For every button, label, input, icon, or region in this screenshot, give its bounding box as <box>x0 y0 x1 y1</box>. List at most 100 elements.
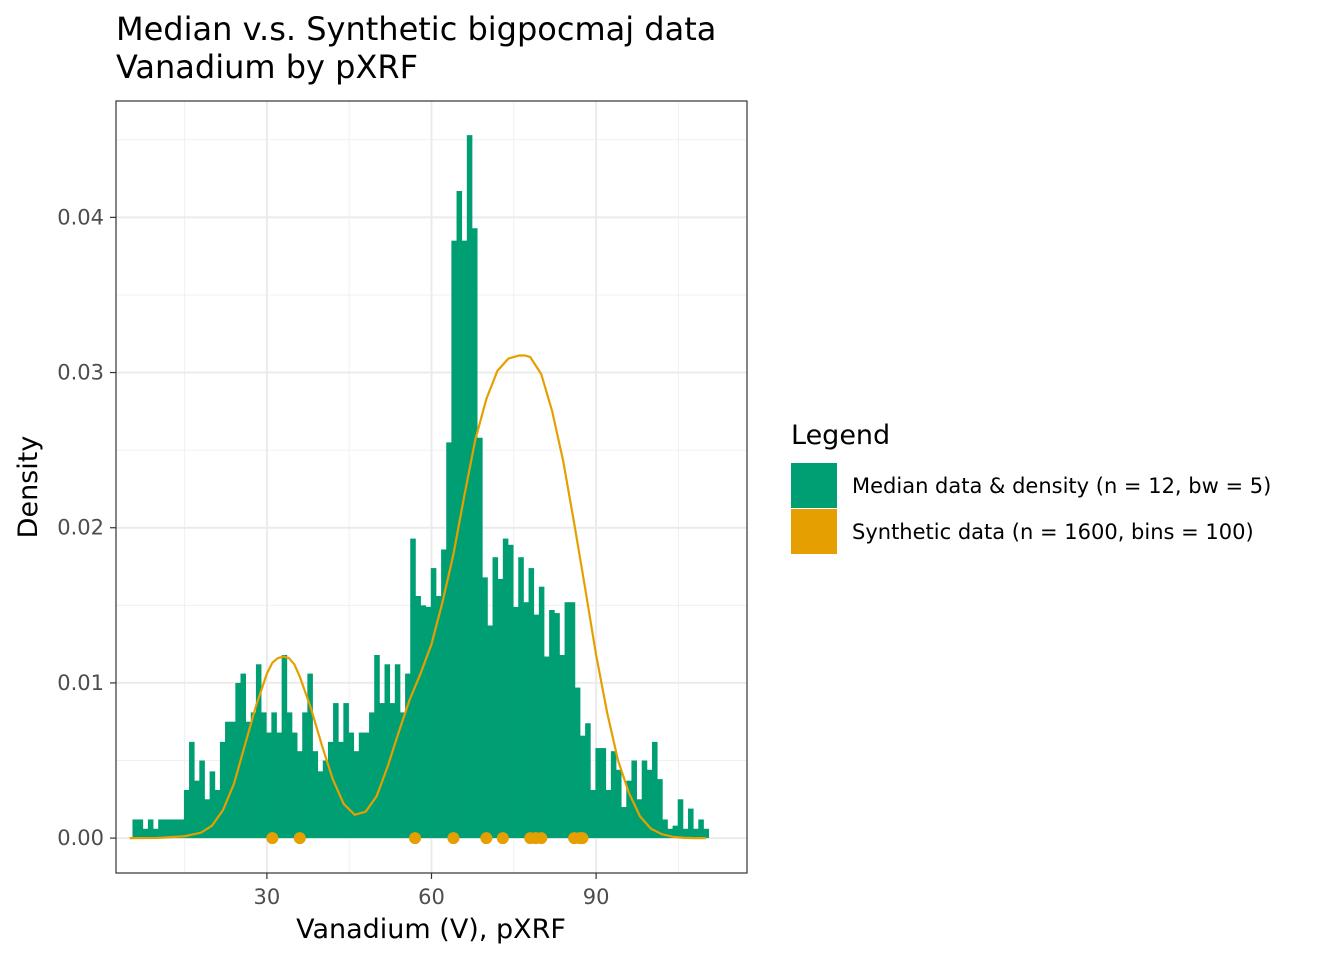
histogram-bar <box>538 586 545 839</box>
histogram-bar <box>338 741 344 839</box>
histogram-bar <box>677 799 684 839</box>
median-point <box>535 832 548 845</box>
histogram-bar <box>189 741 195 839</box>
histogram-bar <box>615 769 622 839</box>
histogram-bar <box>554 613 560 839</box>
histogram-bar <box>369 712 375 839</box>
histogram-bar <box>549 609 555 839</box>
histogram-bars <box>132 135 709 839</box>
x-tick-label: 30 <box>254 885 281 909</box>
legend-title: Legend <box>791 420 890 451</box>
histogram-bar <box>389 703 396 839</box>
histogram-bar <box>688 808 694 839</box>
histogram-bar <box>333 703 339 839</box>
chart-subtitle: Vanadium by pXRF <box>116 48 418 86</box>
histogram-bar <box>693 828 699 839</box>
histogram-bar <box>183 789 190 839</box>
histogram-bar <box>153 828 159 839</box>
histogram-bar <box>363 732 370 839</box>
histogram-bar <box>420 605 427 839</box>
histogram-bar <box>286 712 293 839</box>
plot-panel <box>115 100 748 874</box>
y-tick-label: 0.01 <box>57 671 104 695</box>
legend-label-synthetic: Synthetic data (n = 1600, bins = 100) <box>852 520 1254 544</box>
histogram-bar <box>657 779 663 839</box>
histogram-bar <box>271 712 277 839</box>
histogram-bar <box>147 819 154 839</box>
histogram-bar <box>425 606 432 839</box>
y-tick-label: 0.02 <box>57 516 104 540</box>
histogram-bar <box>374 654 380 839</box>
histogram-bar <box>430 568 437 839</box>
histogram-bar <box>240 673 247 839</box>
histogram-bar <box>698 819 704 839</box>
x-axis-title: Vanadium (V), pXRF <box>296 914 566 945</box>
histogram-bar <box>343 703 349 839</box>
histogram-bar <box>610 751 617 839</box>
histogram-bar <box>595 748 601 839</box>
histogram-bar <box>621 807 627 839</box>
histogram-bar <box>312 751 319 839</box>
histogram-bar <box>214 789 221 839</box>
histogram-bar <box>641 760 648 839</box>
legend: Legend Median data & density (n = 12, bw… <box>791 420 1271 554</box>
x-tick-label: 90 <box>583 885 610 909</box>
histogram-bar <box>569 602 576 839</box>
median-points <box>266 832 589 845</box>
histogram-bar <box>441 549 447 839</box>
histogram-bar <box>209 771 216 839</box>
histogram-bar <box>281 654 288 839</box>
histogram-bar <box>353 751 360 839</box>
histogram-bar <box>461 240 468 839</box>
histogram-bar <box>137 819 144 839</box>
histogram-bar <box>682 828 689 839</box>
histogram-bar <box>471 228 478 839</box>
histogram-bar <box>276 732 283 839</box>
x-axis: 30 60 90 <box>254 873 610 909</box>
legend-key-median <box>791 463 837 508</box>
histogram-bar <box>230 721 236 839</box>
histogram-bar <box>302 712 308 839</box>
histogram-bar <box>585 723 591 839</box>
histogram-bar <box>358 732 365 839</box>
y-axis: 0.00 0.01 0.02 0.03 0.04 <box>57 205 116 850</box>
histogram-bar <box>291 732 298 839</box>
histogram-bar <box>410 538 416 839</box>
histogram-bar <box>466 135 473 839</box>
histogram-bar <box>487 625 493 839</box>
histogram-bar <box>142 828 149 839</box>
histogram-bar <box>399 712 406 839</box>
histogram-bar <box>502 538 509 839</box>
histogram-bar <box>178 819 185 839</box>
histogram-bar <box>405 673 411 839</box>
histogram-bar <box>513 606 519 839</box>
histogram-bar <box>322 760 329 839</box>
histogram-bar <box>384 664 391 839</box>
histogram-bar <box>307 673 313 839</box>
y-tick-label: 0.00 <box>57 826 104 850</box>
histogram-bar <box>579 735 586 839</box>
histogram-bar <box>543 656 550 839</box>
histogram-bar <box>518 557 524 839</box>
histogram-bar <box>626 780 632 839</box>
histogram-bar <box>605 789 612 839</box>
histogram-bar <box>451 240 457 839</box>
histogram-bar <box>456 191 463 839</box>
histogram-bar <box>631 760 637 839</box>
histogram-bar <box>348 732 355 839</box>
histogram-bar <box>523 602 529 839</box>
histogram-bar <box>507 544 514 839</box>
histogram-bar <box>559 654 565 839</box>
histogram-bar <box>703 828 709 839</box>
histogram-bar <box>574 687 581 839</box>
histogram-bar <box>199 760 205 839</box>
histogram-bar <box>667 828 673 839</box>
histogram-bar <box>492 557 499 839</box>
histogram-bar <box>446 442 452 839</box>
histogram-bar <box>533 614 540 839</box>
median-point <box>409 832 422 845</box>
histogram-bar <box>132 819 139 839</box>
y-axis-title: Density <box>13 436 44 539</box>
median-point <box>293 832 306 845</box>
